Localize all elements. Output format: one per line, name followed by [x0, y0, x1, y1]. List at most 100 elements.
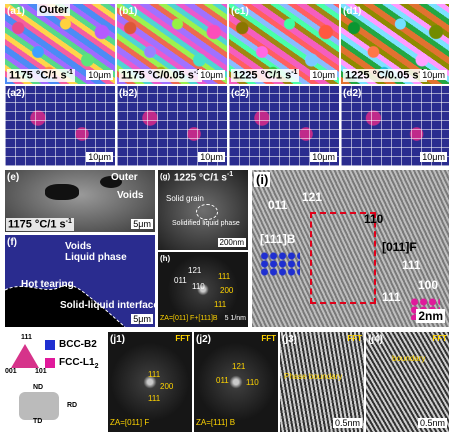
- panel-a1: (a1) Outer 1175 °C/1 s-1 10μm: [5, 4, 115, 84]
- spot-label: 111: [148, 394, 161, 403]
- condition-label: 1175 °C/1 s-1: [7, 69, 75, 82]
- voids-label: Voids: [65, 241, 92, 252]
- boundary-label: boundary: [392, 354, 426, 363]
- outer-label: Outer: [37, 4, 71, 16]
- panel-id: (g): [160, 172, 171, 181]
- spot-label: 200: [220, 286, 234, 295]
- panel-id: (d2): [343, 88, 362, 99]
- spot-label: 111: [148, 370, 161, 379]
- solid-grain-label: Solid grain: [166, 194, 204, 203]
- zone-axis-label: ZA=[111] B: [196, 418, 236, 427]
- panel-id: (j1): [110, 334, 125, 345]
- panel-a2: (a2) 10μm: [5, 86, 115, 166]
- panel-id: (b1): [119, 6, 138, 17]
- spot-label: 121: [188, 266, 202, 275]
- scale-bar-label: 0.5nm: [332, 418, 362, 428]
- hot-tearing-shape: [5, 284, 126, 327]
- panel-id: (j2): [196, 334, 211, 345]
- panel-j1: (j1) FFT 111 200 111 ZA=[011] F: [108, 332, 192, 432]
- axis-label: TD: [33, 418, 43, 425]
- panel-e: (e) Outer Voids 1175 °C/1 s-1 5μm: [5, 170, 155, 232]
- phase-boundary-label: Phase boundary: [284, 372, 343, 381]
- interface-label: Solid-liquid interface: [60, 300, 155, 311]
- miller-label: 121: [302, 190, 323, 204]
- miller-label: 100: [418, 278, 439, 292]
- outer-label: Outer: [111, 172, 138, 183]
- panel-c1: (c1) 1225 °C/1 s-1 10μm: [229, 4, 339, 84]
- panel-id: (j4): [368, 334, 383, 345]
- liquid-phase-label: Liquid phase: [65, 252, 127, 263]
- scale-bar-label: 10μm: [86, 152, 113, 162]
- scale-bar-label: 5μm: [131, 219, 153, 229]
- panel-i: (i) 011 121 110 [111]B [011]F 111 100 11…: [252, 170, 449, 327]
- voids-label: Voids: [117, 190, 144, 201]
- solidified-liquid-label: Solidified liquid phase: [172, 220, 240, 227]
- panel-id: (i): [254, 172, 271, 187]
- panel-id: (c1): [231, 6, 249, 17]
- panel-j4: (j4) FFT boundary 0.5nm: [366, 332, 449, 432]
- fft-label: FFT: [175, 334, 190, 343]
- panel-g: (g) 1225 °C/1 s-1 Solid grain Solidified…: [158, 170, 248, 250]
- spot-label: 111: [218, 272, 231, 281]
- miller-label: 110: [364, 212, 384, 226]
- condition-label: 1175 °C/0.05 s-1: [119, 69, 203, 82]
- panel-id: (f): [7, 237, 17, 248]
- panel-b2: (b2) 10μm: [117, 86, 227, 166]
- sample-shape: [19, 392, 59, 420]
- fft-label: FFT: [347, 334, 362, 343]
- region-box: [310, 212, 376, 304]
- ipf-label: 101: [35, 368, 47, 375]
- condition-label: 1225 °C/1 s-1: [174, 171, 234, 184]
- panel-id: (c2): [231, 88, 249, 99]
- void-shape: [100, 176, 122, 188]
- bcc-label: BCC-B2: [59, 339, 97, 350]
- panel-d1: (d1) 1225 °C/0.05 s-1 10μm: [341, 4, 449, 84]
- scale-bar-label: 10μm: [420, 70, 447, 80]
- bcc-swatch: [45, 340, 55, 350]
- condition-label: 1225 °C/0.05 s-1: [343, 69, 427, 82]
- panel-h: (h) 121 011 110 111 200 111 ZA=[011] F+[…: [158, 252, 248, 327]
- fcc-axis-label: [011]F: [382, 240, 417, 254]
- scale-bar-label: 10μm: [420, 152, 447, 162]
- zone-axis-label: ZA=[011] F: [110, 418, 150, 427]
- axis-label: RD: [67, 402, 78, 409]
- panel-id: (h): [160, 254, 171, 263]
- panel-id: (a2): [7, 88, 25, 99]
- spot-label: 200: [160, 382, 174, 391]
- scale-bar-label: 10μm: [198, 152, 225, 162]
- condition-label: 1225 °C/1 s-1: [231, 69, 300, 82]
- scale-bar-label: 0.5nm: [417, 418, 447, 428]
- scale-bar-label: 10μm: [86, 70, 113, 80]
- fcc-label: FCC-L12: [59, 357, 99, 370]
- panel-c2: (c2) 10μm: [229, 86, 339, 166]
- miller-label: 011: [268, 198, 288, 212]
- fft-label: FFT: [261, 334, 276, 343]
- panel-id: (a1): [7, 6, 25, 17]
- axis-label: ND: [33, 384, 44, 391]
- panel-j3: (j3) FFT Phase boundary 0.5nm: [280, 332, 364, 432]
- scale-bar-label: 5 1/nm: [224, 315, 246, 322]
- panel-f: (f) Voids Liquid phase Hot tearing Solid…: [5, 235, 155, 327]
- scale-bar-label: 10μm: [198, 70, 225, 80]
- panel-d2: (d2) 10μm: [341, 86, 449, 166]
- scale-bar-label: 10μm: [310, 152, 337, 162]
- scale-bar-label: 200nm: [217, 238, 246, 247]
- spot-label: 011: [174, 276, 187, 285]
- panel-j2: (j2) FFT 121 011 110 ZA=[111] B: [194, 332, 278, 432]
- miller-label: 111: [402, 258, 421, 272]
- bcc-atom-cluster: [260, 252, 300, 276]
- miller-label: 111: [382, 290, 401, 304]
- spot-label: 110: [246, 378, 259, 387]
- fft-label: FFT: [432, 334, 447, 343]
- ipf-triangle: [11, 344, 39, 368]
- hot-tearing-label: Hot tearing: [21, 279, 74, 290]
- ipf-label: 001: [5, 368, 17, 375]
- legend: 111 001 101 BCC-B2 FCC-L12 ND RD TD: [5, 332, 105, 432]
- fcc-swatch: [45, 358, 55, 368]
- spot-label: 121: [232, 362, 246, 371]
- ipf-label: 111: [21, 334, 32, 341]
- region-circle: [196, 204, 218, 220]
- panel-id: (j3): [282, 334, 297, 345]
- scale-bar-label: 5μm: [131, 314, 153, 324]
- scale-bar-label: 10μm: [310, 70, 337, 80]
